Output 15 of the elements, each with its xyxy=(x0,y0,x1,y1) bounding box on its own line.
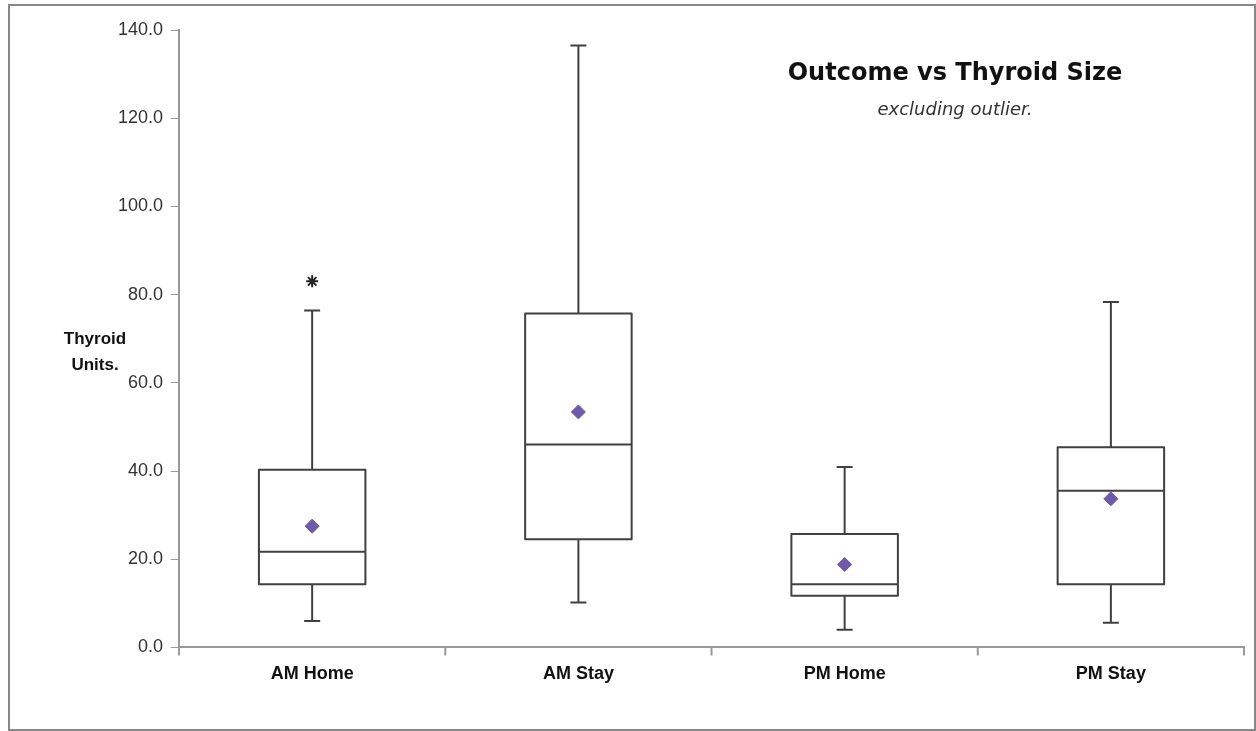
y-axis-title: Thyroid Units. xyxy=(63,329,127,374)
x-tick-label: PM Stay xyxy=(1075,663,1146,684)
text: Outcome vs Thyroid Size xyxy=(786,58,1124,86)
y-tick-label: 20.0 xyxy=(128,548,164,569)
x-tick-label: AM Home xyxy=(270,663,354,684)
x-tick-label: AM Stay xyxy=(542,663,614,684)
y-tick-label: 140.0 xyxy=(118,18,164,39)
y-tick-label: 120.0 xyxy=(118,107,164,128)
y-tick-label: 80.0 xyxy=(128,283,164,304)
y-tick-label: 60.0 xyxy=(128,371,164,392)
y-tick-label: 40.0 xyxy=(128,459,164,480)
y-tick-label: 100.0 xyxy=(118,195,164,216)
x-tick-label: PM Home xyxy=(803,663,886,684)
text: excluding outlier. xyxy=(876,98,1034,119)
y-tick-label: 0.0 xyxy=(138,636,164,657)
